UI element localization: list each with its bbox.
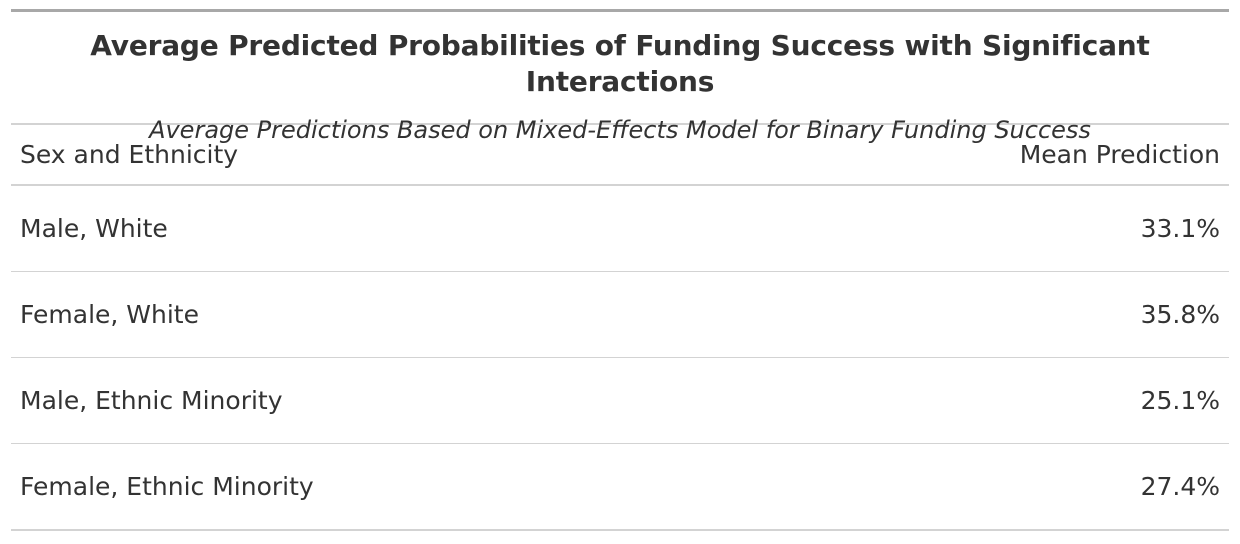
- group-cell: Male, Ethnic Minority: [11, 357, 728, 444]
- table-row: Male, White 33.1%: [11, 185, 1229, 272]
- group-cell: Female, White: [11, 271, 728, 358]
- header-row: Sex and Ethnicity Mean Prediction: [11, 125, 1229, 186]
- column-header-group: Sex and Ethnicity: [11, 125, 728, 186]
- table-subtitle: Average Predictions Based on Mixed-Effec…: [149, 116, 1091, 144]
- top-rule: [11, 9, 1229, 12]
- value-cell: 27.4%: [727, 443, 1229, 531]
- table-title: Average Predicted Probabilities of Fundi…: [90, 29, 1150, 98]
- column-header-mean: Mean Prediction: [727, 125, 1229, 186]
- value-cell: 33.1%: [727, 185, 1229, 272]
- table-row: Female, Ethnic Minority 27.4%: [11, 443, 1229, 531]
- value-cell: 25.1%: [727, 357, 1229, 444]
- data-table: Sex and Ethnicity Mean Prediction Male, …: [11, 125, 1229, 531]
- value-cell: 35.8%: [727, 271, 1229, 358]
- table-row: Female, White 35.8%: [11, 271, 1229, 358]
- prediction-table: Average Predicted Probabilities of Fundi…: [11, 9, 1229, 531]
- table-row: Male, Ethnic Minority 25.1%: [11, 357, 1229, 444]
- table-heading: Average Predicted Probabilities of Fundi…: [11, 12, 1229, 144]
- group-cell: Female, Ethnic Minority: [11, 443, 728, 531]
- group-cell: Male, White: [11, 185, 728, 272]
